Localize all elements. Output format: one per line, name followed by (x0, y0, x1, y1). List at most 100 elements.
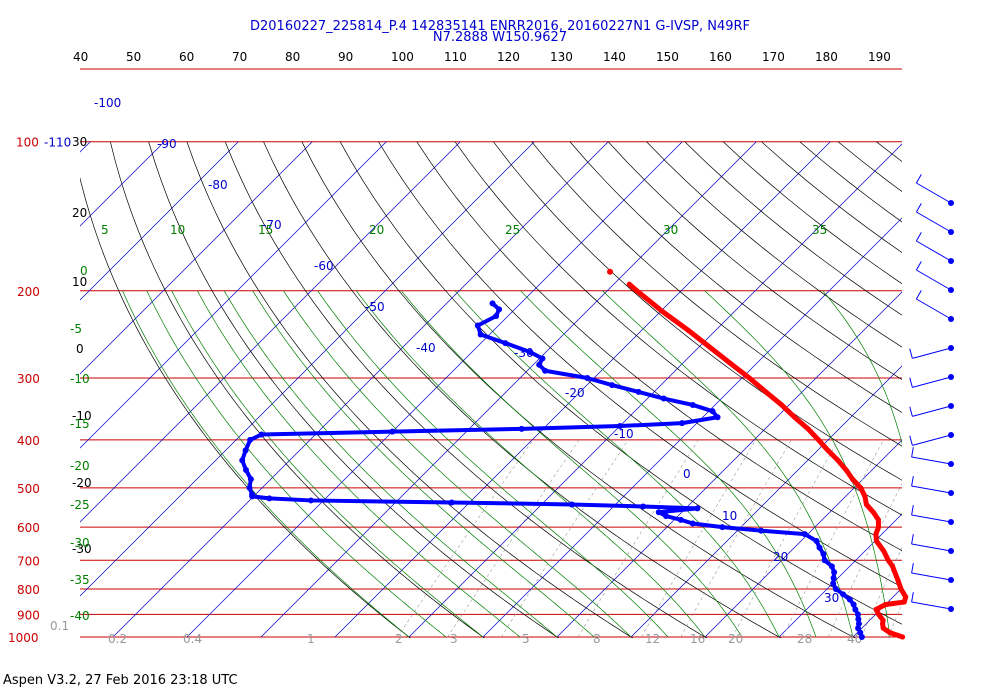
moist-adiabat-line (197, 290, 521, 638)
isobar-label: 400 (17, 434, 40, 448)
dewpoint-point (239, 457, 246, 464)
background-grid (0, 141, 1000, 648)
temperature-point (895, 578, 901, 584)
dewpoint-point (846, 596, 853, 603)
dewpoint-point (518, 425, 525, 432)
isotherm-label: 10 (722, 509, 737, 523)
moist-adiabat-line (122, 290, 410, 638)
isotherm-label: 30 (824, 591, 839, 605)
dewpoint-point (758, 527, 765, 534)
mixing-ratio-label: 0.1 (50, 619, 69, 633)
wind-barb-flag (915, 174, 922, 184)
dewpoint-point (502, 340, 509, 347)
dewpoint-point (714, 414, 721, 421)
temperature-point (647, 298, 653, 304)
temperature-point (850, 476, 856, 482)
isotherm-label-left: -110 (44, 136, 71, 150)
dry-adiabat-line (493, 141, 902, 481)
wind-barb-staff (911, 485, 952, 494)
mixing-ratio-label: 0.2 (108, 632, 127, 646)
temperature-point (792, 414, 798, 420)
dewpoint-point (539, 355, 546, 362)
dry-adiabat-label: -30 (72, 542, 92, 556)
temperature-point (805, 426, 811, 432)
wind-barb-flag (909, 348, 913, 359)
dry-adiabat-line (915, 142, 1000, 648)
wind-barb-flag (909, 435, 913, 446)
moist-adiabat-line (171, 290, 484, 638)
temperature-point (880, 617, 886, 623)
dewpoint-point (496, 306, 503, 313)
wind-barb-flag (909, 377, 913, 388)
top-tick-label: 40 (73, 50, 88, 64)
mixing-ratio-line (680, 439, 792, 638)
top-tick-label: 80 (285, 50, 300, 64)
isotherm-line (334, 141, 831, 638)
dry-adiabat-line (569, 141, 902, 413)
moist-adiabat-line (252, 290, 595, 638)
temperature-point (659, 308, 665, 314)
mixing-ratio-line (397, 439, 534, 638)
wind-barb-staff (911, 456, 952, 465)
moist-adiabat-left-label: -5 (70, 322, 82, 336)
top-tick-label: 70 (232, 50, 247, 64)
moist-adiabat-label: 20 (369, 223, 384, 237)
wind-barb-staff (911, 601, 952, 610)
wind-barb-staff (916, 269, 952, 291)
isotherm-line (80, 141, 387, 449)
mixing-ratio-line (887, 603, 902, 638)
moist-adiabat-line (822, 290, 902, 445)
temperature-point (873, 607, 879, 613)
moist-adiabat-left-label: -20 (70, 459, 90, 473)
moist-adiabat-left-label: -25 (70, 498, 90, 512)
mixing-ratio-line (782, 439, 884, 638)
isotherm-line (0, 142, 16, 637)
moist-adiabat-line (356, 290, 706, 638)
dewpoint-point (855, 625, 862, 632)
top-tick-label: 60 (179, 50, 194, 64)
dewpoint-point (679, 420, 686, 427)
dry-adiabat-line (454, 141, 902, 516)
dry-adiabat-line (301, 141, 856, 638)
mixing-ratio-line (827, 482, 902, 638)
dewpoint-point (266, 495, 273, 502)
temperature-point (882, 602, 888, 608)
dewpoint-point (857, 629, 864, 636)
mixing-ratio-line (501, 439, 629, 638)
dewpoint-point (527, 349, 534, 356)
dewpoint-point (249, 491, 256, 498)
dewpoint-point (655, 509, 662, 516)
isotherm-line (556, 291, 902, 638)
dry-adiabat-label: 30 (72, 135, 87, 149)
mixing-ratio-line (973, 440, 1000, 637)
temperature-line (626, 281, 909, 640)
dry-adiabat-line (761, 141, 902, 254)
wind-barb-staff (911, 514, 952, 523)
isobar-label: 800 (17, 583, 40, 597)
mixing-ratio-label: 40 (847, 632, 862, 646)
dewpoint-point (258, 431, 265, 438)
isotherm-line (80, 141, 313, 375)
dewpoint-point (820, 551, 827, 558)
dewpoint-point (821, 557, 828, 564)
temperature-point (875, 517, 881, 523)
isotherm-line (80, 141, 165, 227)
isobar-label: 1000 (8, 631, 39, 645)
temperature-point (876, 524, 882, 530)
dewpoint-point (389, 428, 396, 435)
dewpoint-point (536, 361, 543, 368)
isotherm-line (852, 587, 902, 638)
dewpoint-point (816, 544, 823, 551)
top-tick-label: 160 (709, 50, 732, 64)
dry-adiabat-line (953, 142, 1000, 648)
dewpoint-point (694, 505, 701, 512)
isotherm-line (80, 141, 239, 301)
dewpoint-point (677, 516, 684, 523)
dewpoint-point (246, 484, 253, 491)
chart-title-line1: D20160227_225814_P.4 142835141 ENRR2016,… (250, 19, 750, 34)
dewpoint-point (640, 503, 647, 510)
dewpoint-point (831, 569, 838, 576)
wind-barb-staff (911, 572, 952, 581)
isotherm-label: -60 (314, 259, 334, 273)
